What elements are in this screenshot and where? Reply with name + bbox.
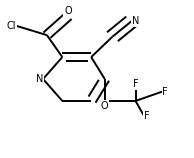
Text: F: F: [133, 79, 138, 89]
Text: F: F: [163, 87, 168, 97]
Text: F: F: [144, 111, 150, 121]
Text: O: O: [64, 6, 72, 16]
Text: O: O: [101, 101, 108, 111]
Text: Cl: Cl: [7, 21, 16, 31]
Text: N: N: [132, 16, 139, 26]
Text: N: N: [36, 74, 43, 84]
